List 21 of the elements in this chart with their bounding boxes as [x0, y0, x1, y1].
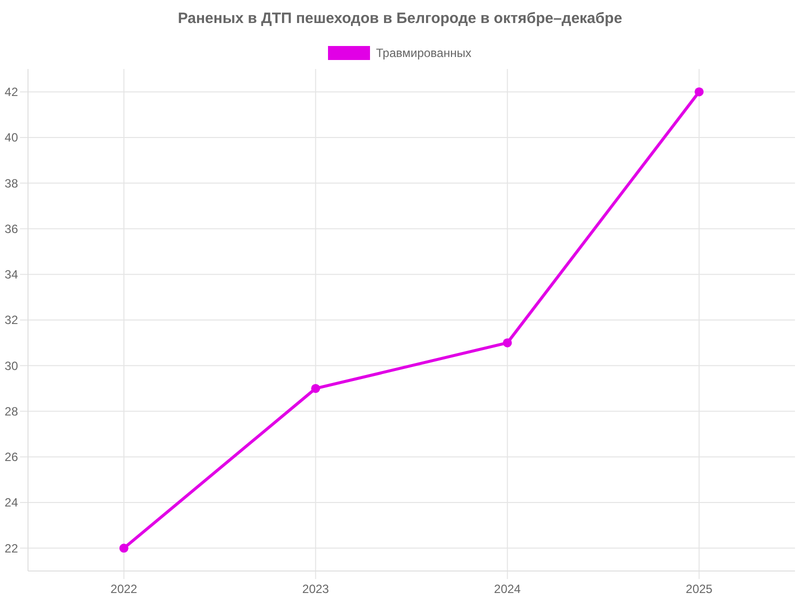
y-tick-label: 24 [4, 496, 18, 510]
y-tick-label: 28 [4, 404, 18, 418]
x-tick-label: 2024 [494, 582, 522, 596]
chart-title: Раненых в ДТП пешеходов в Белгороде в октябре–декабре [178, 10, 622, 27]
x-tick-label: 2022 [110, 582, 138, 596]
legend-label: Травмированных [376, 46, 472, 60]
y-tick-label: 38 [4, 176, 18, 190]
y-tick-label: 42 [4, 85, 18, 100]
y-tick-label: 36 [4, 222, 18, 236]
point [119, 544, 128, 553]
point [311, 384, 320, 393]
y-tick-label: 22 [4, 541, 18, 556]
x-tick-label: 2023 [302, 582, 330, 596]
y-tick-label: 26 [4, 450, 18, 464]
point [502, 338, 512, 348]
y-tick-label: 32 [4, 313, 18, 328]
y-tick-label: 34 [4, 268, 18, 282]
y-tick-label: 30 [4, 358, 18, 373]
point [694, 87, 704, 96]
x-tick-label: 2025 [686, 582, 713, 596]
y-tick-label: 40 [4, 130, 18, 145]
